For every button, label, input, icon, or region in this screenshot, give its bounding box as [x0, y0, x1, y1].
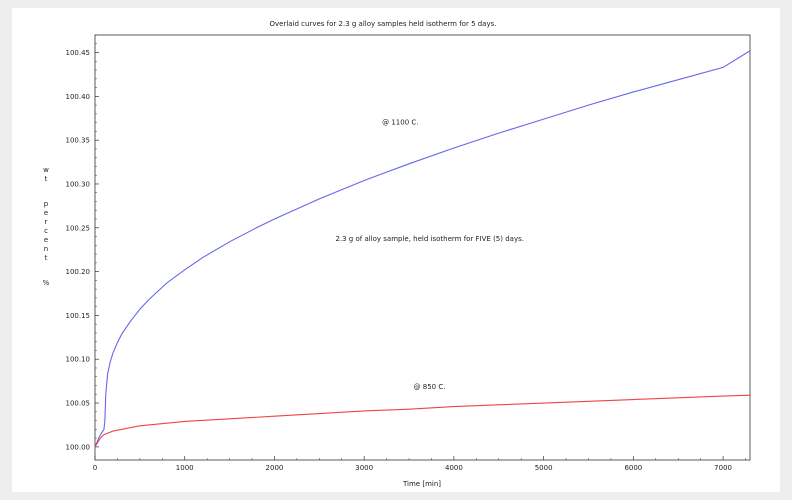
series-layer [94, 50, 751, 448]
y-label-char: e [44, 236, 48, 244]
y-tick-label: 100.30 [66, 180, 91, 188]
annotation-2: 2.3 g of alloy sample, held isotherm for… [335, 235, 524, 243]
x-tick-label: 3000 [355, 464, 373, 472]
x-tick-label: 0 [93, 464, 97, 472]
series-line-2 [94, 394, 751, 448]
annotation-1: @ 1100 C. [382, 118, 418, 126]
plot-border [94, 34, 751, 461]
y-tick-label: 100.45 [66, 49, 91, 57]
y-label-char: r [45, 218, 48, 226]
chart-frame: Overlaid curves for 2.3 g alloy samples … [12, 8, 780, 492]
y-label-char: t [45, 175, 48, 183]
series-line-1 [94, 50, 751, 448]
x-tick-label: 1000 [176, 464, 194, 472]
y-tick-label: 100.10 [66, 356, 91, 364]
chart-svg: Overlaid curves for 2.3 g alloy samples … [43, 20, 751, 488]
y-label-char: e [44, 209, 48, 217]
y-label-char: p [44, 200, 49, 208]
x-axis-label: Time [min] [402, 480, 441, 488]
annotations-layer: @ 1100 C. 2.3 g of alloy sample, held iso… [335, 118, 524, 391]
x-tick-label: 5000 [535, 464, 553, 472]
y-tick-label: 100.05 [66, 400, 91, 408]
y-tick-label: 100.15 [66, 312, 91, 320]
x-tick-label: 7000 [714, 464, 732, 472]
y-tick-label: 100.40 [66, 93, 91, 101]
chart-title: Overlaid curves for 2.3 g alloy samples … [270, 20, 497, 28]
y-label-char: % [43, 279, 50, 287]
y-label-char: w [43, 166, 49, 174]
annotation-3: @ 850 C. [414, 383, 446, 391]
x-tick-label: 2000 [266, 464, 284, 472]
y-label-char: n [44, 245, 48, 253]
y-label-char: t [45, 254, 48, 262]
y-tick-label: 100.20 [66, 268, 91, 276]
x-tick-label: 4000 [445, 464, 463, 472]
y-label-char: c [44, 227, 48, 235]
x-tick-label: 6000 [624, 464, 642, 472]
y-tick-label: 100.25 [66, 224, 91, 232]
y-tick-label: 100.00 [66, 443, 91, 451]
axis-ticks: 0 1000 2000 3000 4000 5000 6000 7000 100.00 100.0… [66, 34, 746, 472]
y-tick-label: 100.35 [66, 137, 91, 145]
